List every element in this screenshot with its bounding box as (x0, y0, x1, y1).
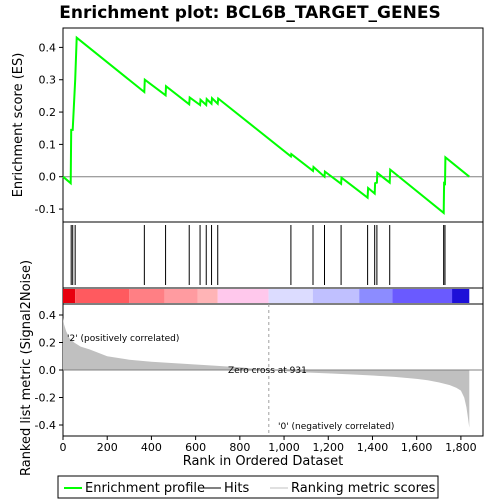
metric-y-axis-label: Ranked list metric (Signal2Noise) (19, 260, 34, 476)
es-y-tick-label: 0.1 (39, 138, 57, 151)
es-panel-frame (62, 27, 484, 223)
metric-y-tick-label: 0.0 (39, 364, 57, 377)
enrichment-profile-line (62, 35, 470, 215)
metric-x-axis: 0 200 400 600 800 1,000 1,200 1,400 1,600 1,800 (60, 436, 477, 454)
x-tick-label: 1,200 (313, 441, 345, 454)
chart-title: Enrichment plot: BCL6B_TARGET_GENES (59, 3, 440, 23)
x-tick-label: 800 (229, 441, 250, 454)
heatmap-segment (359, 289, 393, 303)
hits-marks (70, 225, 446, 285)
zero-cross-label: Zero cross at 931 (228, 366, 307, 376)
x-tick-label: 1,000 (268, 441, 300, 454)
legend-label-hits: Hits (224, 481, 249, 496)
x-tick-label: 600 (185, 441, 206, 454)
heatmap-segment (452, 289, 470, 303)
es-y-axis: -0.1 0.0 0.1 0.2 0.3 0.4 (35, 41, 63, 216)
es-y-axis-label: Enrichment score (ES) (11, 53, 26, 198)
heatmap-segment (392, 289, 453, 303)
heatmap-segment (63, 289, 76, 303)
x-tick-label: 1,400 (357, 441, 389, 454)
es-y-tick-label: 0.0 (39, 171, 57, 184)
x-tick-label: 400 (141, 441, 162, 454)
es-y-tick-label: 0.4 (39, 41, 57, 54)
metric-y-tick-label: -0.4 (35, 419, 56, 432)
heatmap-bar (63, 289, 470, 303)
es-y-tick-label: 0.2 (39, 106, 57, 119)
ranking-metric-area (63, 317, 470, 428)
x-tick-label: 0 (60, 441, 67, 454)
hits-panel-frame (62, 221, 484, 289)
x-tick-label: 1,600 (401, 441, 433, 454)
legend-label-enrichment-profile: Enrichment profile (85, 481, 205, 496)
metric-y-axis: -0.4 -0.2 0.0 0.2 0.4 (35, 309, 63, 432)
metric-y-tick-label: -0.2 (35, 392, 56, 405)
es-y-tick-label: -0.1 (35, 203, 56, 216)
heatmap-segment (75, 289, 130, 303)
x-axis-label: Rank in Ordered Dataset (183, 454, 344, 469)
heatmap-segment (217, 289, 269, 303)
heatmap-segment (268, 289, 313, 303)
heatmap-segment (164, 289, 198, 303)
legend-label-ranking-metric: Ranking metric scores (291, 481, 436, 496)
heatmap-segment (197, 289, 218, 303)
legend-frame (57, 475, 439, 499)
es-y-tick-label: 0.3 (39, 74, 57, 87)
heatmap-segment (129, 289, 165, 303)
heatmap-segment (312, 289, 360, 303)
x-tick-label: 200 (97, 441, 118, 454)
positive-correlation-label: '2' (positively correlated) (67, 334, 179, 344)
metric-y-tick-label: 0.2 (39, 337, 57, 350)
metric-y-tick-label: 0.4 (39, 309, 57, 322)
negative-correlation-label: '0' (negatively correlated) (278, 422, 394, 432)
x-tick-label: 1,800 (445, 441, 477, 454)
